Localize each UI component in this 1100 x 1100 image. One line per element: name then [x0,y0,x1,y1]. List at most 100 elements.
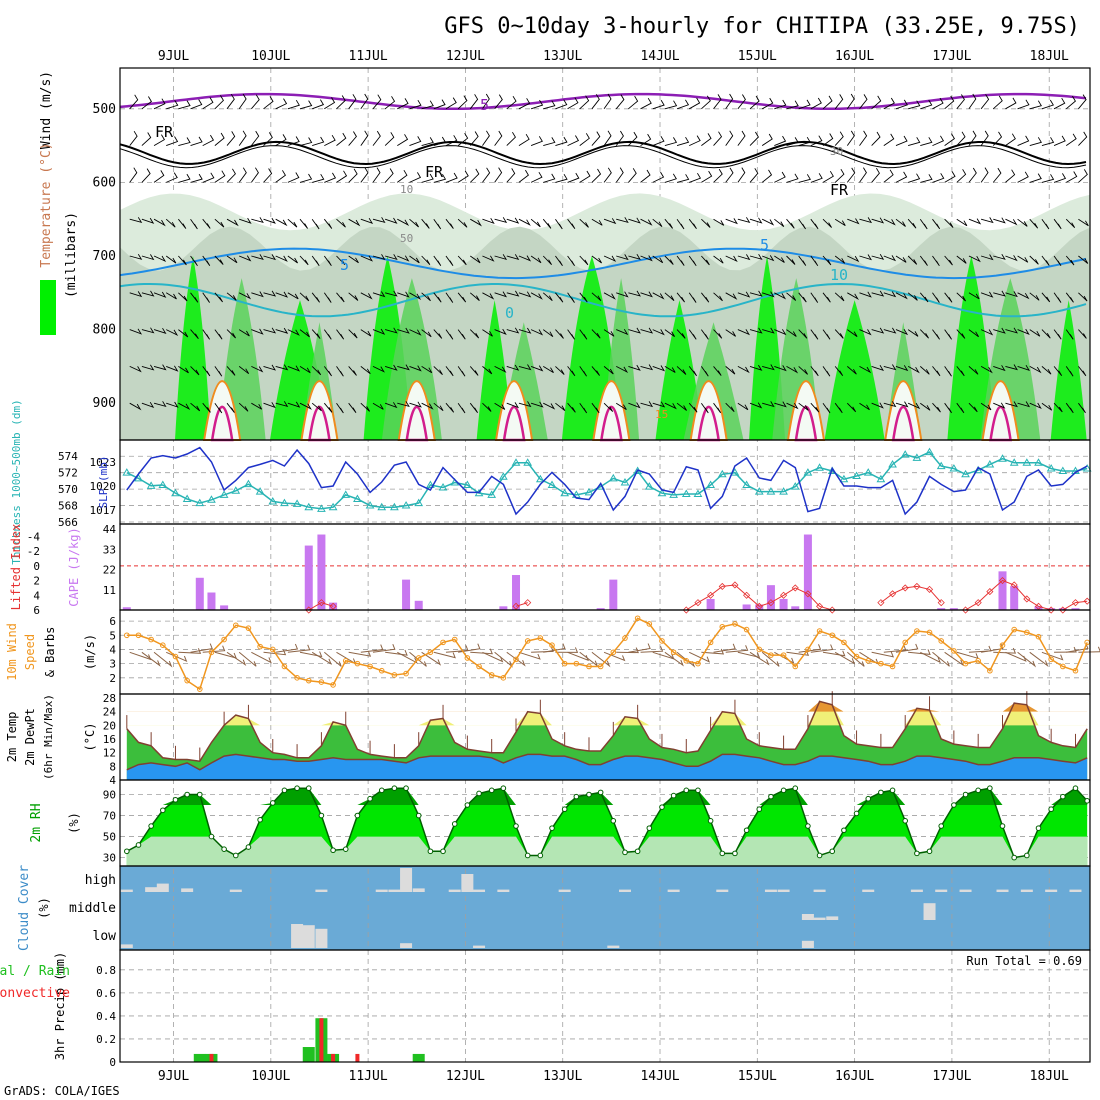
wind-barb [664,100,678,110]
wind-barb [628,253,641,260]
cape-bar [122,607,131,610]
wind-barb [615,94,625,110]
wind-barb [737,130,746,146]
wind-barb [1041,366,1052,375]
rh2m-line-point [792,785,799,792]
contour-label: 15 [655,408,668,421]
wind-barb [506,168,516,183]
wind-barb [993,253,1006,260]
wind-barb [834,402,843,414]
wind-barb [822,366,831,377]
wind-barb [457,366,466,377]
wind10m-speed-line-point [330,682,336,688]
wind-barb [956,218,968,227]
wind-barb [737,329,750,336]
wind10m-speed-line-point [269,646,276,653]
wind10m-barb [1017,651,1037,668]
wind-barb [348,402,357,413]
rh2m-line-point [975,787,981,794]
wind-barb [993,402,1006,409]
wind-barb [810,97,822,110]
wind-barb [129,291,143,298]
wind-barb [336,366,344,377]
wind-barb [433,292,442,303]
rh2m-line-point [269,800,276,806]
thickness-line-point [1046,464,1056,472]
wind-barb [1065,218,1076,229]
wind10m-speed-line-point [451,636,458,643]
wind-barb [676,218,685,230]
wind10m-speed-line-point [829,632,836,639]
wind10m-barb [871,651,895,658]
wind-barb [1017,401,1031,408]
wind-barb [129,365,142,373]
wind-barb [287,329,300,336]
thickness-line-point [657,488,667,497]
wind10m-barb [470,648,493,655]
wind-barb [701,292,710,303]
wind-barb [360,130,369,146]
wind10m-barb [810,644,834,653]
slp-axis-label: SLP (mb) [97,456,110,509]
wind-barb [846,93,855,110]
wind-barb [762,327,775,334]
wind-barb [360,329,372,337]
wind10m-speed-line-point [1060,663,1066,670]
wind-barb [725,366,736,375]
wind-barb [421,255,431,266]
wind-barb [348,168,358,183]
wind-barb [859,130,868,146]
wind10m-speed-line-point [586,663,592,670]
wind-barb [287,365,301,372]
wind-barb [956,94,965,110]
wind10m-barb [555,647,579,653]
rh-plume [749,256,786,440]
wind-barb [616,254,629,261]
wind-barb [688,218,697,229]
wind-barb [968,329,979,338]
wind10m-speed-line-point [415,655,422,661]
wind-barb [822,402,831,414]
wind-barb [251,94,260,110]
wind10m-speed-line-point [208,649,215,656]
thickness-line-point [766,487,776,495]
wind-barb [749,217,763,224]
cape-bar [706,598,715,610]
wind-barb [883,291,897,298]
wind-barb [567,329,575,340]
cloud-level-label: high [85,873,116,888]
wind10m-barb [178,648,202,654]
thickness-line-point [268,496,278,505]
cape-bar [1047,608,1056,610]
wind-barb [238,292,252,300]
wind-barb [263,364,276,371]
wind-barb [798,402,809,411]
wind10m-barb [433,651,456,659]
wind-barb [591,131,601,146]
wind-barb [761,218,775,226]
wind10m-barb [458,643,481,653]
wind-barb [336,132,347,146]
wind-barb [1017,218,1028,227]
rh2m-unit-label: (%) [67,812,81,834]
rh2m-line-point [294,785,300,792]
cloud-box [400,943,413,948]
wind-barb [798,174,811,183]
wind-barb [311,402,322,412]
wind10m-speed-line-point [987,667,993,674]
wind-barb [700,402,709,414]
thickness-line-point [584,487,594,496]
cloud-box [1045,889,1058,892]
wind-barb [737,254,751,261]
wind-barb [603,93,612,110]
wind-barb [1078,169,1088,183]
wind-barb [1041,329,1051,339]
rh-tick-label: 50 [103,831,116,844]
wind-barb [202,97,214,110]
wind-barb [1017,171,1029,183]
wind-barb [214,292,223,303]
wind10m-speed-line-point [670,649,677,656]
rh2m-line-point [914,850,920,857]
wind10m-speed-line-point [622,635,628,641]
wind-barb [628,290,641,297]
